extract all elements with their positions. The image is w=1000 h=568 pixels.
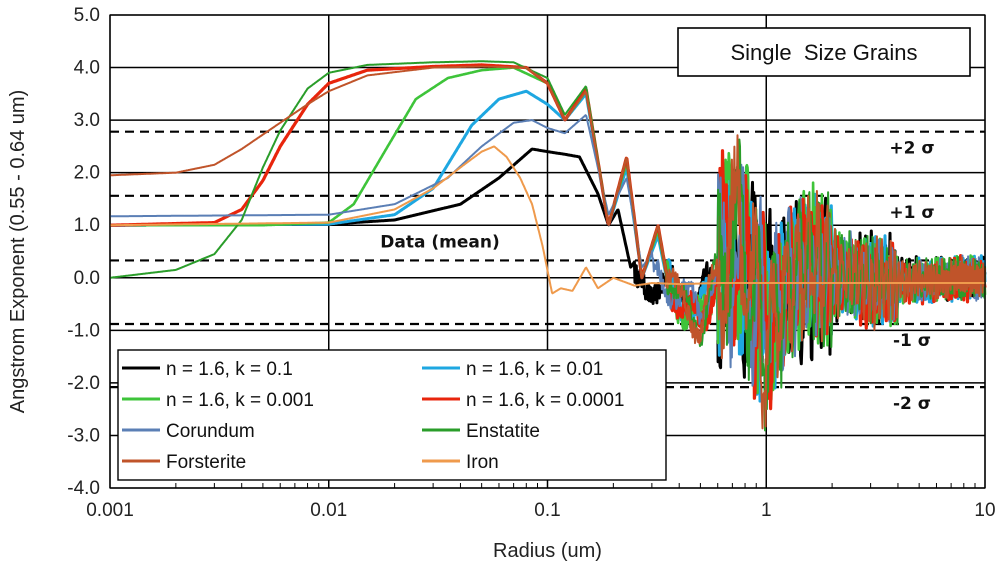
x-tick-label: 1	[761, 500, 772, 521]
chart-title: Single Size Grains	[730, 40, 917, 65]
legend-label: Enstatite	[466, 421, 540, 442]
legend-frame	[117, 349, 667, 481]
y-tick-label: 3.0	[74, 110, 100, 131]
y-tick-label: -2.0	[67, 373, 100, 394]
legend-label: n = 1.6, k = 0.001	[166, 390, 314, 411]
legend: n = 1.6, k = 0.1 n = 1.6, k = 0.01 n = 1.6…	[117, 349, 667, 481]
legend-items: n = 1.6, k = 0.1 n = 1.6, k = 0.01 n = 1.6…	[122, 359, 624, 473]
y-tick-label: 4.0	[74, 58, 100, 79]
reference-line-label: -1 σ	[893, 331, 931, 351]
y-tick-label: -1.0	[67, 320, 100, 341]
series-line-forsterite	[109, 65, 986, 430]
y-tick-label: 5.0	[74, 5, 100, 26]
legend-label: Forsterite	[166, 452, 246, 473]
reference-line-label: +2 σ	[889, 139, 934, 159]
y-tick-label: 1.0	[74, 215, 100, 236]
plot-frame	[109, 14, 986, 489]
y-tick-label: -3.0	[67, 425, 100, 446]
chart-title-box: Single Size Grains	[677, 27, 971, 77]
x-axis-label: Radius (um)	[493, 540, 602, 562]
tick-labels-layer: 5.0 4.0 3.0 2.0 1.0 0.0 -1.0 -2.0 -3.0 -4.00.001 0…	[67, 5, 995, 521]
legend-label: Iron	[466, 452, 499, 473]
x-tick-label: 0.1	[534, 500, 560, 521]
legend-label: n = 1.6, k = 0.0001	[466, 390, 624, 411]
legend-label: n = 1.6, k = 0.1	[166, 359, 293, 380]
reference-line-label: -2 σ	[893, 394, 931, 414]
y-tick-label: 0.0	[74, 268, 100, 289]
y-tick-label: -4.0	[67, 478, 100, 499]
series-line-iron	[109, 145, 986, 295]
chart-title-frame	[677, 27, 971, 77]
annotations-layer: +2 σ +1 σ Data (mean) -1 σ -2 σ	[380, 139, 934, 414]
legend-label: Corundum	[166, 421, 255, 442]
y-tick-label: 2.0	[74, 163, 100, 184]
x-tick-label: 0.01	[310, 500, 347, 521]
y-axis-label: Angstrom Exponent (0.55 - 0.64 um)	[7, 90, 29, 414]
reference-line-label: Data (mean)	[380, 232, 499, 252]
reference-line-label: +1 σ	[889, 203, 934, 223]
legend-label: n = 1.6, k = 0.01	[466, 359, 603, 380]
x-tick-label: 0.001	[86, 500, 134, 521]
x-tick-label: 10	[974, 500, 995, 521]
series-layer	[108, 60, 987, 432]
